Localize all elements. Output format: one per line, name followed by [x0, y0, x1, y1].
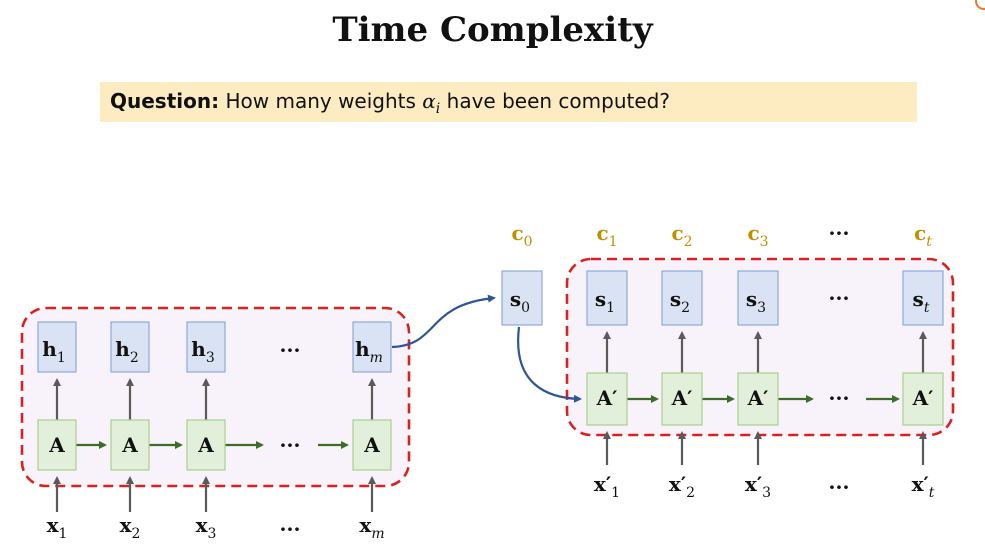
encoder-hidden-label-m: hm	[355, 337, 383, 366]
decoder-cell-box-2	[661, 372, 703, 426]
encoder-hidden-box-1	[37, 321, 77, 373]
question-text-after: have been computed?	[446, 89, 670, 113]
encoder-input-label-3: x3	[196, 513, 217, 542]
decoder-state-ellipsis: ···	[829, 286, 850, 310]
initial-state-box	[501, 270, 543, 326]
decoder-context-label-3: c3	[747, 221, 768, 250]
encoder-cell-label-3: A	[197, 433, 214, 457]
decoder-state-label-t: st	[913, 287, 930, 316]
decoder-context-ellipsis: ···	[829, 221, 850, 245]
decoder-input-ellipsis: ···	[829, 475, 850, 499]
decoder-input-label-3: x′3	[745, 472, 771, 501]
decoder-context-label-t: ct	[914, 221, 932, 250]
decoder-state-label-1: s1	[595, 287, 615, 316]
decoder-cell-box-1	[586, 372, 628, 426]
decoder-cell-label-t: A′	[912, 386, 934, 410]
decoder-cell-ellipsis: ···	[829, 386, 850, 410]
decoder-state-box-3	[737, 270, 779, 326]
corner-decoration	[975, 0, 985, 10]
s0-to-decoder-curve	[517, 326, 582, 403]
decoder-input-label-t: x′t	[912, 472, 935, 501]
decoder-cell-box-3	[737, 372, 779, 426]
encoder-input-label-1: x1	[47, 513, 68, 542]
decoder-input-label-1: x′1	[594, 472, 620, 501]
encoder-hidden-label-2: h2	[115, 337, 138, 366]
decoder-state-box-t	[902, 270, 944, 326]
alpha-symbol: α	[422, 89, 436, 113]
alpha-subscript: i	[435, 101, 441, 117]
initial-context-label: c0	[511, 221, 532, 250]
decoder-state-label-2: s2	[670, 287, 690, 316]
decoder-context-label-2: c2	[671, 221, 692, 250]
decoder-cell-label-1: A′	[596, 386, 618, 410]
question-banner: Question: How many weights αi have been …	[100, 82, 917, 122]
encoder-input-ellipsis: ···	[280, 517, 301, 541]
encoder-hidden-ellipsis: ···	[280, 338, 301, 362]
encoder-cell-label-1: A	[48, 433, 65, 457]
decoder-state-label-3: s3	[746, 287, 766, 316]
encoder-cell-label-m: A	[363, 433, 380, 457]
encoder-hidden-label-3: h3	[191, 337, 214, 366]
encoder-input-label-2: x2	[120, 513, 141, 542]
decoder-cell-box-t	[902, 372, 944, 426]
encoder-hidden-box-3	[186, 321, 226, 373]
decoder-input-label-2: x′2	[669, 472, 695, 501]
encoder-hidden-box-m	[352, 321, 392, 373]
initial-state-label: s0	[510, 287, 530, 316]
decoder-context-label-1: c1	[596, 221, 617, 250]
page-title: Time Complexity	[332, 10, 653, 50]
encoder-cell-box-1	[37, 419, 77, 471]
encoder-cell-ellipsis: ···	[280, 433, 301, 457]
hm-to-s0-curve	[391, 294, 496, 349]
encoder-hidden-box-2	[110, 321, 150, 373]
decoder-cell-label-3: A′	[747, 386, 769, 410]
decoder-state-box-2	[661, 270, 703, 326]
decoder-state-box-1	[586, 270, 628, 326]
encoder-hidden-label-1: h1	[42, 337, 65, 366]
encoder-cell-box-2	[110, 419, 150, 471]
encoder-cell-label-2: A	[121, 433, 138, 457]
decoder-cell-label-2: A′	[671, 386, 693, 410]
question-text-before: How many weights	[225, 89, 416, 113]
encoder-cell-box-3	[186, 419, 226, 471]
question-label: Question:	[110, 89, 220, 113]
encoder-input-label-m: xm	[359, 513, 384, 542]
encoder-cell-box-m	[352, 419, 392, 471]
